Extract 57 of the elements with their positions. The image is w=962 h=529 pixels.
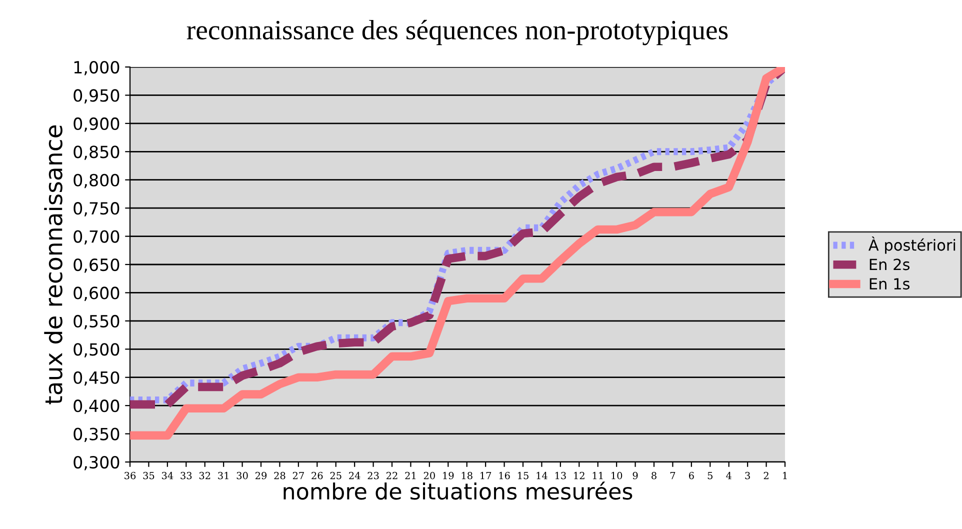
x-tick-label: 14	[536, 472, 548, 480]
x-tick-label: 13	[555, 472, 566, 480]
y-tick-label: 0,600	[74, 286, 120, 301]
x-tick-label: 32	[199, 472, 210, 480]
x-tick-label: 25	[330, 472, 342, 480]
x-tick-label: 7	[670, 472, 676, 480]
x-tick-label: 23	[368, 472, 379, 480]
x-tick-label: 30	[236, 472, 248, 480]
y-tick-label: 0,850	[74, 146, 120, 160]
legend-label: À postériori	[868, 236, 956, 254]
y-tick-label: 0,700	[74, 230, 120, 245]
y-tick-label: 0,400	[74, 400, 120, 414]
y-tick-label: 0,500	[74, 343, 120, 358]
x-tick-label: 8	[652, 472, 656, 480]
y-tick-label: 0,300	[74, 456, 120, 470]
y-tick-label: 0,950	[74, 89, 120, 104]
x-tick-label: 4	[726, 472, 732, 480]
y-tick-label: 0,450	[74, 371, 120, 386]
x-tick-label: 22	[386, 472, 398, 480]
x-tick-label: 27	[292, 472, 304, 480]
x-tick-label: 15	[518, 472, 528, 480]
y-tick-label: 0,550	[74, 314, 120, 330]
x-tick-label: 19	[443, 472, 454, 480]
legend-label: En 1s	[870, 278, 910, 290]
x-tick-label: 17	[480, 472, 492, 480]
x-tick-label: 6	[688, 472, 694, 480]
x-tick-label: 20	[424, 472, 435, 480]
y-tick-label: 0,800	[74, 174, 120, 188]
x-tick-label: 26	[312, 472, 323, 480]
x-tick-label: 3	[745, 472, 750, 480]
x-tick-label: 2	[764, 472, 768, 480]
x-axis-title: nombre de situations mesurées	[284, 482, 632, 500]
x-tick-label: 29	[255, 472, 267, 480]
x-tick-label: 33	[180, 472, 192, 480]
x-tick-label: 11	[592, 472, 603, 480]
x-tick-label: 5	[708, 472, 712, 480]
x-tick-label: 35	[143, 472, 154, 480]
x-tick-label: 31	[218, 472, 228, 480]
chart-title: reconnaissance des séquences non-prototypiques	[186, 20, 728, 46]
x-tick-label: 18	[462, 472, 472, 480]
x-tick-label: 21	[405, 472, 416, 480]
y-axis-title: taux de reconnaissance	[44, 125, 62, 404]
x-tick-label: 36	[124, 472, 136, 480]
y-tick-label: 0,650	[74, 258, 120, 273]
x-tick-label: 34	[162, 472, 174, 480]
x-tick-label: 1	[783, 472, 787, 480]
x-tick-label: 12	[574, 472, 584, 480]
y-tick-label: 0,900	[74, 117, 120, 132]
y-tick-label: 0,350	[74, 428, 120, 442]
x-tick-label: 24	[349, 472, 360, 480]
y-tick-label: 0,750	[74, 202, 120, 216]
x-tick-label: 9	[632, 472, 638, 480]
x-tick-label: 16	[499, 472, 510, 480]
x-tick-label: 10	[612, 472, 622, 480]
x-tick-label: 28	[274, 472, 286, 480]
legend-label: En 2s	[870, 258, 910, 270]
y-tick-label: 1,000	[74, 60, 120, 76]
